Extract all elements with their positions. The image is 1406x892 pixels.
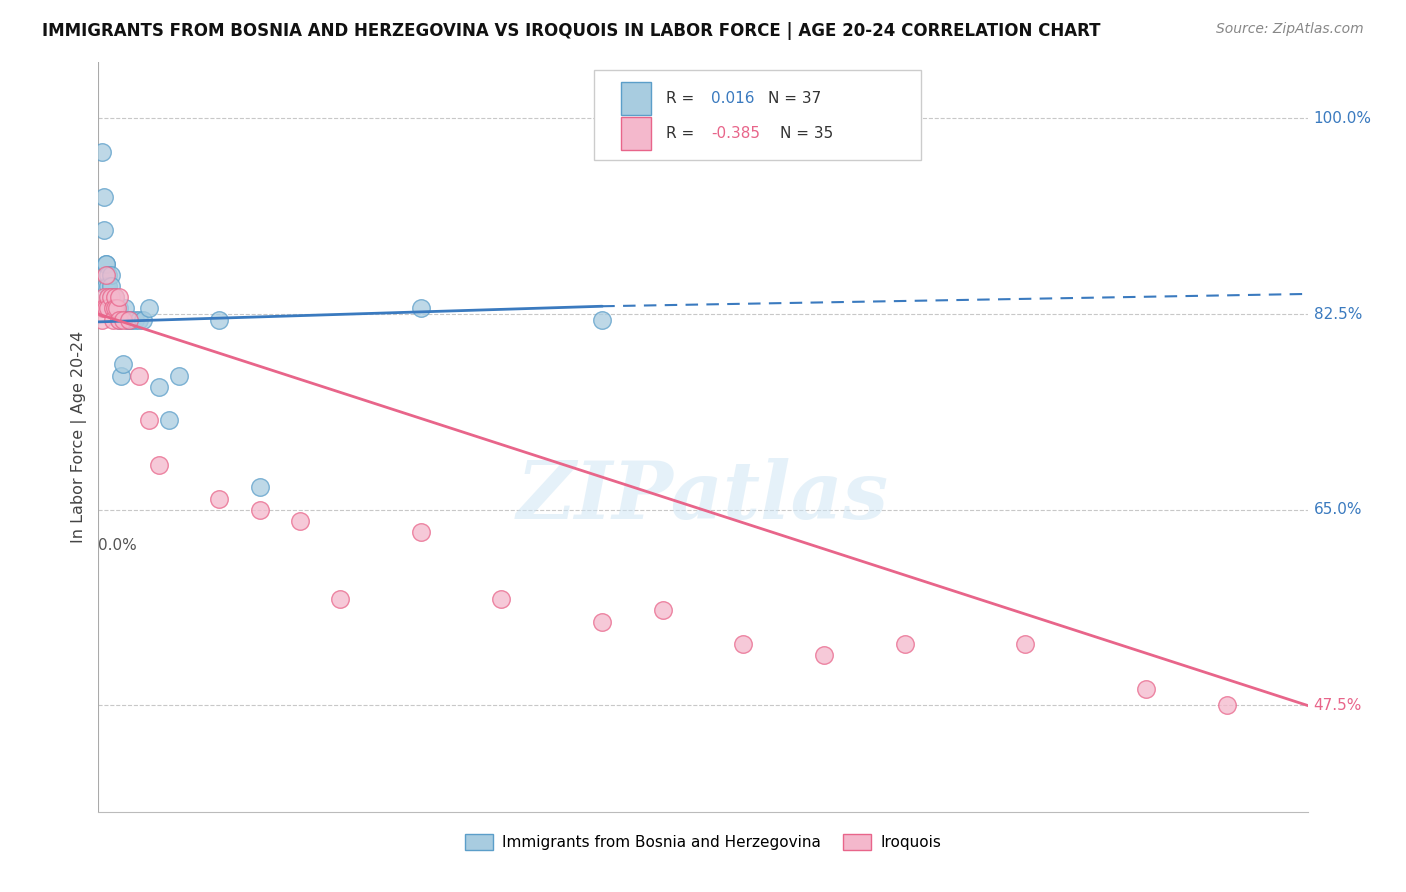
Point <box>409 301 432 316</box>
Point <box>813 648 835 662</box>
Point <box>132 312 155 326</box>
Text: -0.385: -0.385 <box>711 126 761 141</box>
Point <box>893 637 915 651</box>
Point <box>103 290 125 304</box>
Point <box>115 312 138 326</box>
Text: N = 35: N = 35 <box>780 126 834 141</box>
Point <box>1014 637 1036 651</box>
Point <box>651 603 673 617</box>
Text: 0.016: 0.016 <box>711 91 755 106</box>
Point <box>93 290 115 304</box>
Point <box>96 301 118 316</box>
Point <box>208 491 231 506</box>
Point <box>128 312 150 326</box>
Point <box>491 592 513 607</box>
Point <box>138 301 160 316</box>
Point <box>288 514 311 528</box>
Point <box>100 268 122 282</box>
Text: N = 37: N = 37 <box>768 91 821 106</box>
FancyBboxPatch shape <box>621 117 651 151</box>
Point <box>107 312 129 326</box>
Point <box>93 189 115 203</box>
Point <box>103 301 125 316</box>
Point <box>249 480 271 494</box>
Point <box>91 312 114 326</box>
Point <box>1135 681 1157 696</box>
Point <box>93 223 115 237</box>
Point <box>100 290 122 304</box>
Text: 47.5%: 47.5% <box>1313 698 1362 713</box>
Text: IMMIGRANTS FROM BOSNIA AND HERZEGOVINA VS IROQUOIS IN LABOR FORCE | AGE 20-24 CO: IMMIGRANTS FROM BOSNIA AND HERZEGOVINA V… <box>42 22 1101 40</box>
Point <box>118 312 141 326</box>
Point <box>96 268 118 282</box>
Point <box>97 301 120 316</box>
Point <box>591 312 613 326</box>
Point <box>97 301 120 316</box>
Y-axis label: In Labor Force | Age 20-24: In Labor Force | Age 20-24 <box>72 331 87 543</box>
Point <box>1216 698 1239 713</box>
Point <box>100 279 122 293</box>
Point <box>120 312 142 326</box>
Point <box>118 312 141 326</box>
Point <box>101 312 124 326</box>
Point <box>96 257 118 271</box>
Point <box>105 301 128 316</box>
Point <box>107 301 129 316</box>
Point <box>103 301 125 316</box>
Text: 82.5%: 82.5% <box>1313 307 1362 321</box>
Text: 65.0%: 65.0% <box>1313 502 1362 517</box>
Point <box>249 502 271 516</box>
Point <box>97 268 120 282</box>
Point <box>157 413 180 427</box>
Point <box>148 458 170 472</box>
Text: R =: R = <box>665 126 699 141</box>
Point <box>110 368 132 383</box>
FancyBboxPatch shape <box>595 70 921 160</box>
Text: ZIPatlas: ZIPatlas <box>517 458 889 536</box>
Point <box>101 290 124 304</box>
Point <box>111 312 134 326</box>
Point <box>167 368 190 383</box>
Point <box>96 279 118 293</box>
Point <box>100 290 122 304</box>
Point <box>409 525 432 540</box>
Point <box>97 290 120 304</box>
Point <box>107 290 129 304</box>
Point <box>128 368 150 383</box>
Point <box>208 312 231 326</box>
Point <box>733 637 755 651</box>
Point <box>105 301 128 316</box>
Point <box>91 301 114 316</box>
Point <box>103 290 125 304</box>
Point <box>97 279 120 293</box>
Point <box>93 301 115 316</box>
Point <box>101 301 124 316</box>
Text: R =: R = <box>665 91 699 106</box>
Text: Source: ZipAtlas.com: Source: ZipAtlas.com <box>1216 22 1364 37</box>
Point <box>114 301 136 316</box>
Point <box>591 615 613 629</box>
Point <box>329 592 352 607</box>
Text: 100.0%: 100.0% <box>1313 111 1372 126</box>
Legend: Immigrants from Bosnia and Herzegovina, Iroquois: Immigrants from Bosnia and Herzegovina, … <box>458 829 948 856</box>
FancyBboxPatch shape <box>621 81 651 115</box>
Point <box>101 301 124 316</box>
Point <box>148 380 170 394</box>
Point <box>111 358 134 372</box>
Point <box>91 145 114 159</box>
Point <box>107 312 129 326</box>
Point <box>138 413 160 427</box>
Point <box>96 257 118 271</box>
Text: 0.0%: 0.0% <box>98 538 138 553</box>
Point <box>97 290 120 304</box>
Point <box>124 312 146 326</box>
